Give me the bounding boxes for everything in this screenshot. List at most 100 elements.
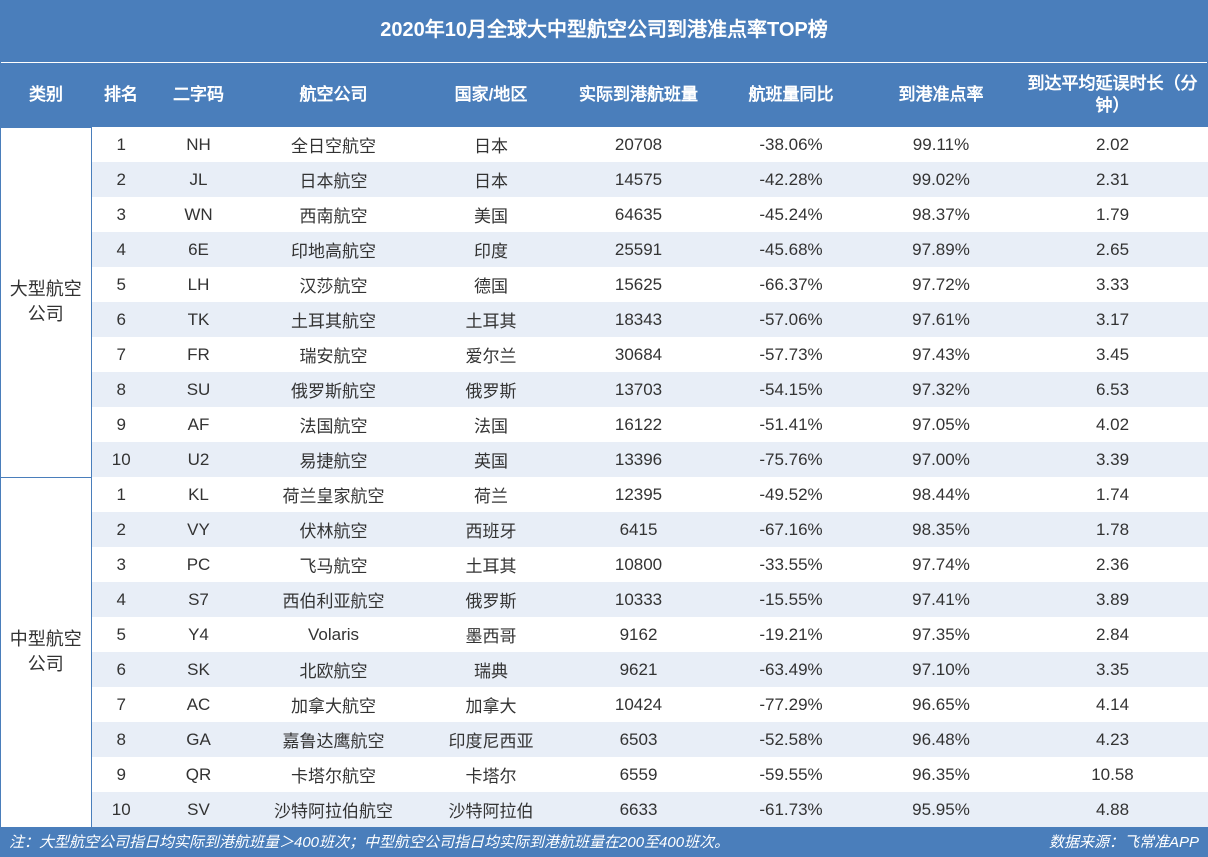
cell-flights: 25591 [561,232,716,267]
cell-delay: 3.17 [1016,302,1208,337]
table-row: 10SV沙特阿拉伯航空沙特阿拉伯6633-61.73%95.95%4.88 [1,792,1208,827]
cell-name: 西南航空 [246,197,421,232]
cell-flights: 6559 [561,757,716,792]
table-row: 3PC飞马航空土耳其10800-33.55%97.74%2.36 [1,547,1208,582]
cell-code: LH [151,267,246,302]
table-row: 46E印地高航空印度25591-45.68%97.89%2.65 [1,232,1208,267]
table-row: 8GA嘉鲁达鹰航空印度尼西亚6503-52.58%96.48%4.23 [1,722,1208,757]
cell-country: 爱尔兰 [421,337,561,372]
cell-delay: 4.88 [1016,792,1208,827]
cell-country: 俄罗斯 [421,372,561,407]
cell-yoy: -66.37% [716,267,866,302]
cell-country: 俄罗斯 [421,582,561,617]
cell-delay: 3.45 [1016,337,1208,372]
cell-flights: 20708 [561,127,716,162]
cell-yoy: -57.06% [716,302,866,337]
cell-country: 土耳其 [421,302,561,337]
cell-country: 印度 [421,232,561,267]
cell-ontime: 97.74% [866,547,1016,582]
cell-yoy: -77.29% [716,687,866,722]
cell-code: TK [151,302,246,337]
cell-ontime: 97.41% [866,582,1016,617]
cell-ontime: 97.61% [866,302,1016,337]
table-row: 2VY伏林航空西班牙6415-67.16%98.35%1.78 [1,512,1208,547]
table-row: 大型航空公司1NH全日空航空日本20708-38.06%99.11%2.02 [1,127,1208,162]
cell-name: 印地高航空 [246,232,421,267]
cell-flights: 16122 [561,407,716,442]
cell-yoy: -15.55% [716,582,866,617]
cell-yoy: -75.76% [716,442,866,477]
cell-code: JL [151,162,246,197]
col-rank: 排名 [91,63,151,127]
cell-flights: 13703 [561,372,716,407]
table-row: 3WN西南航空美国64635-45.24%98.37%1.79 [1,197,1208,232]
cell-yoy: -19.21% [716,617,866,652]
category-cell: 中型航空公司 [1,477,91,827]
cell-rank: 8 [91,372,151,407]
cell-flights: 14575 [561,162,716,197]
cell-delay: 2.36 [1016,547,1208,582]
col-country: 国家/地区 [421,63,561,127]
cell-country: 印度尼西亚 [421,722,561,757]
table-body: 大型航空公司1NH全日空航空日本20708-38.06%99.11%2.022J… [1,127,1208,827]
table-row: 9AF法国航空法国16122-51.41%97.05%4.02 [1,407,1208,442]
cell-ontime: 99.11% [866,127,1016,162]
cell-name: 荷兰皇家航空 [246,477,421,512]
cell-code: SK [151,652,246,687]
cell-country: 美国 [421,197,561,232]
cell-yoy: -38.06% [716,127,866,162]
cell-country: 卡塔尔 [421,757,561,792]
cell-rank: 2 [91,162,151,197]
cell-rank: 10 [91,442,151,477]
cell-delay: 3.89 [1016,582,1208,617]
cell-yoy: -42.28% [716,162,866,197]
table-row: 2JL日本航空日本14575-42.28%99.02%2.31 [1,162,1208,197]
cell-delay: 2.02 [1016,127,1208,162]
cell-name: 土耳其航空 [246,302,421,337]
cell-name: 北欧航空 [246,652,421,687]
cell-rank: 10 [91,792,151,827]
cell-name: 加拿大航空 [246,687,421,722]
cell-rank: 3 [91,197,151,232]
cell-code: AC [151,687,246,722]
cell-rank: 9 [91,407,151,442]
cell-name: 西伯利亚航空 [246,582,421,617]
cell-ontime: 97.43% [866,337,1016,372]
footnote-right: 数据来源：飞常准APP [1049,831,1199,852]
cell-delay: 4.23 [1016,722,1208,757]
cell-yoy: -63.49% [716,652,866,687]
cell-country: 土耳其 [421,547,561,582]
cell-delay: 1.74 [1016,477,1208,512]
cell-name: 法国航空 [246,407,421,442]
cell-name: 全日空航空 [246,127,421,162]
cell-name: 伏林航空 [246,512,421,547]
cell-delay: 4.02 [1016,407,1208,442]
cell-name: 俄罗斯航空 [246,372,421,407]
cell-code: KL [151,477,246,512]
cell-name: 易捷航空 [246,442,421,477]
cell-yoy: -52.58% [716,722,866,757]
cell-delay: 1.78 [1016,512,1208,547]
cell-ontime: 97.10% [866,652,1016,687]
col-code: 二字码 [151,63,246,127]
cell-country: 加拿大 [421,687,561,722]
cell-delay: 3.39 [1016,442,1208,477]
cell-yoy: -45.24% [716,197,866,232]
cell-yoy: -45.68% [716,232,866,267]
ranking-table: 2020年10月全球大中型航空公司到港准点率TOP榜 类别 排名 二字码 航空公… [0,0,1208,857]
cell-ontime: 97.05% [866,407,1016,442]
cell-ontime: 97.35% [866,617,1016,652]
cell-country: 瑞典 [421,652,561,687]
table-row: 4S7西伯利亚航空俄罗斯10333-15.55%97.41%3.89 [1,582,1208,617]
cell-rank: 2 [91,512,151,547]
cell-delay: 6.53 [1016,372,1208,407]
table-footer: 注：大型航空公司指日均实际到港航班量＞400班次；中型航空公司指日均实际到港航班… [1,827,1207,856]
cell-rank: 7 [91,337,151,372]
cell-yoy: -33.55% [716,547,866,582]
cell-code: Y4 [151,617,246,652]
col-yoy: 航班量同比 [716,63,866,127]
cell-rank: 3 [91,547,151,582]
cell-code: NH [151,127,246,162]
cell-flights: 6503 [561,722,716,757]
cell-flights: 30684 [561,337,716,372]
